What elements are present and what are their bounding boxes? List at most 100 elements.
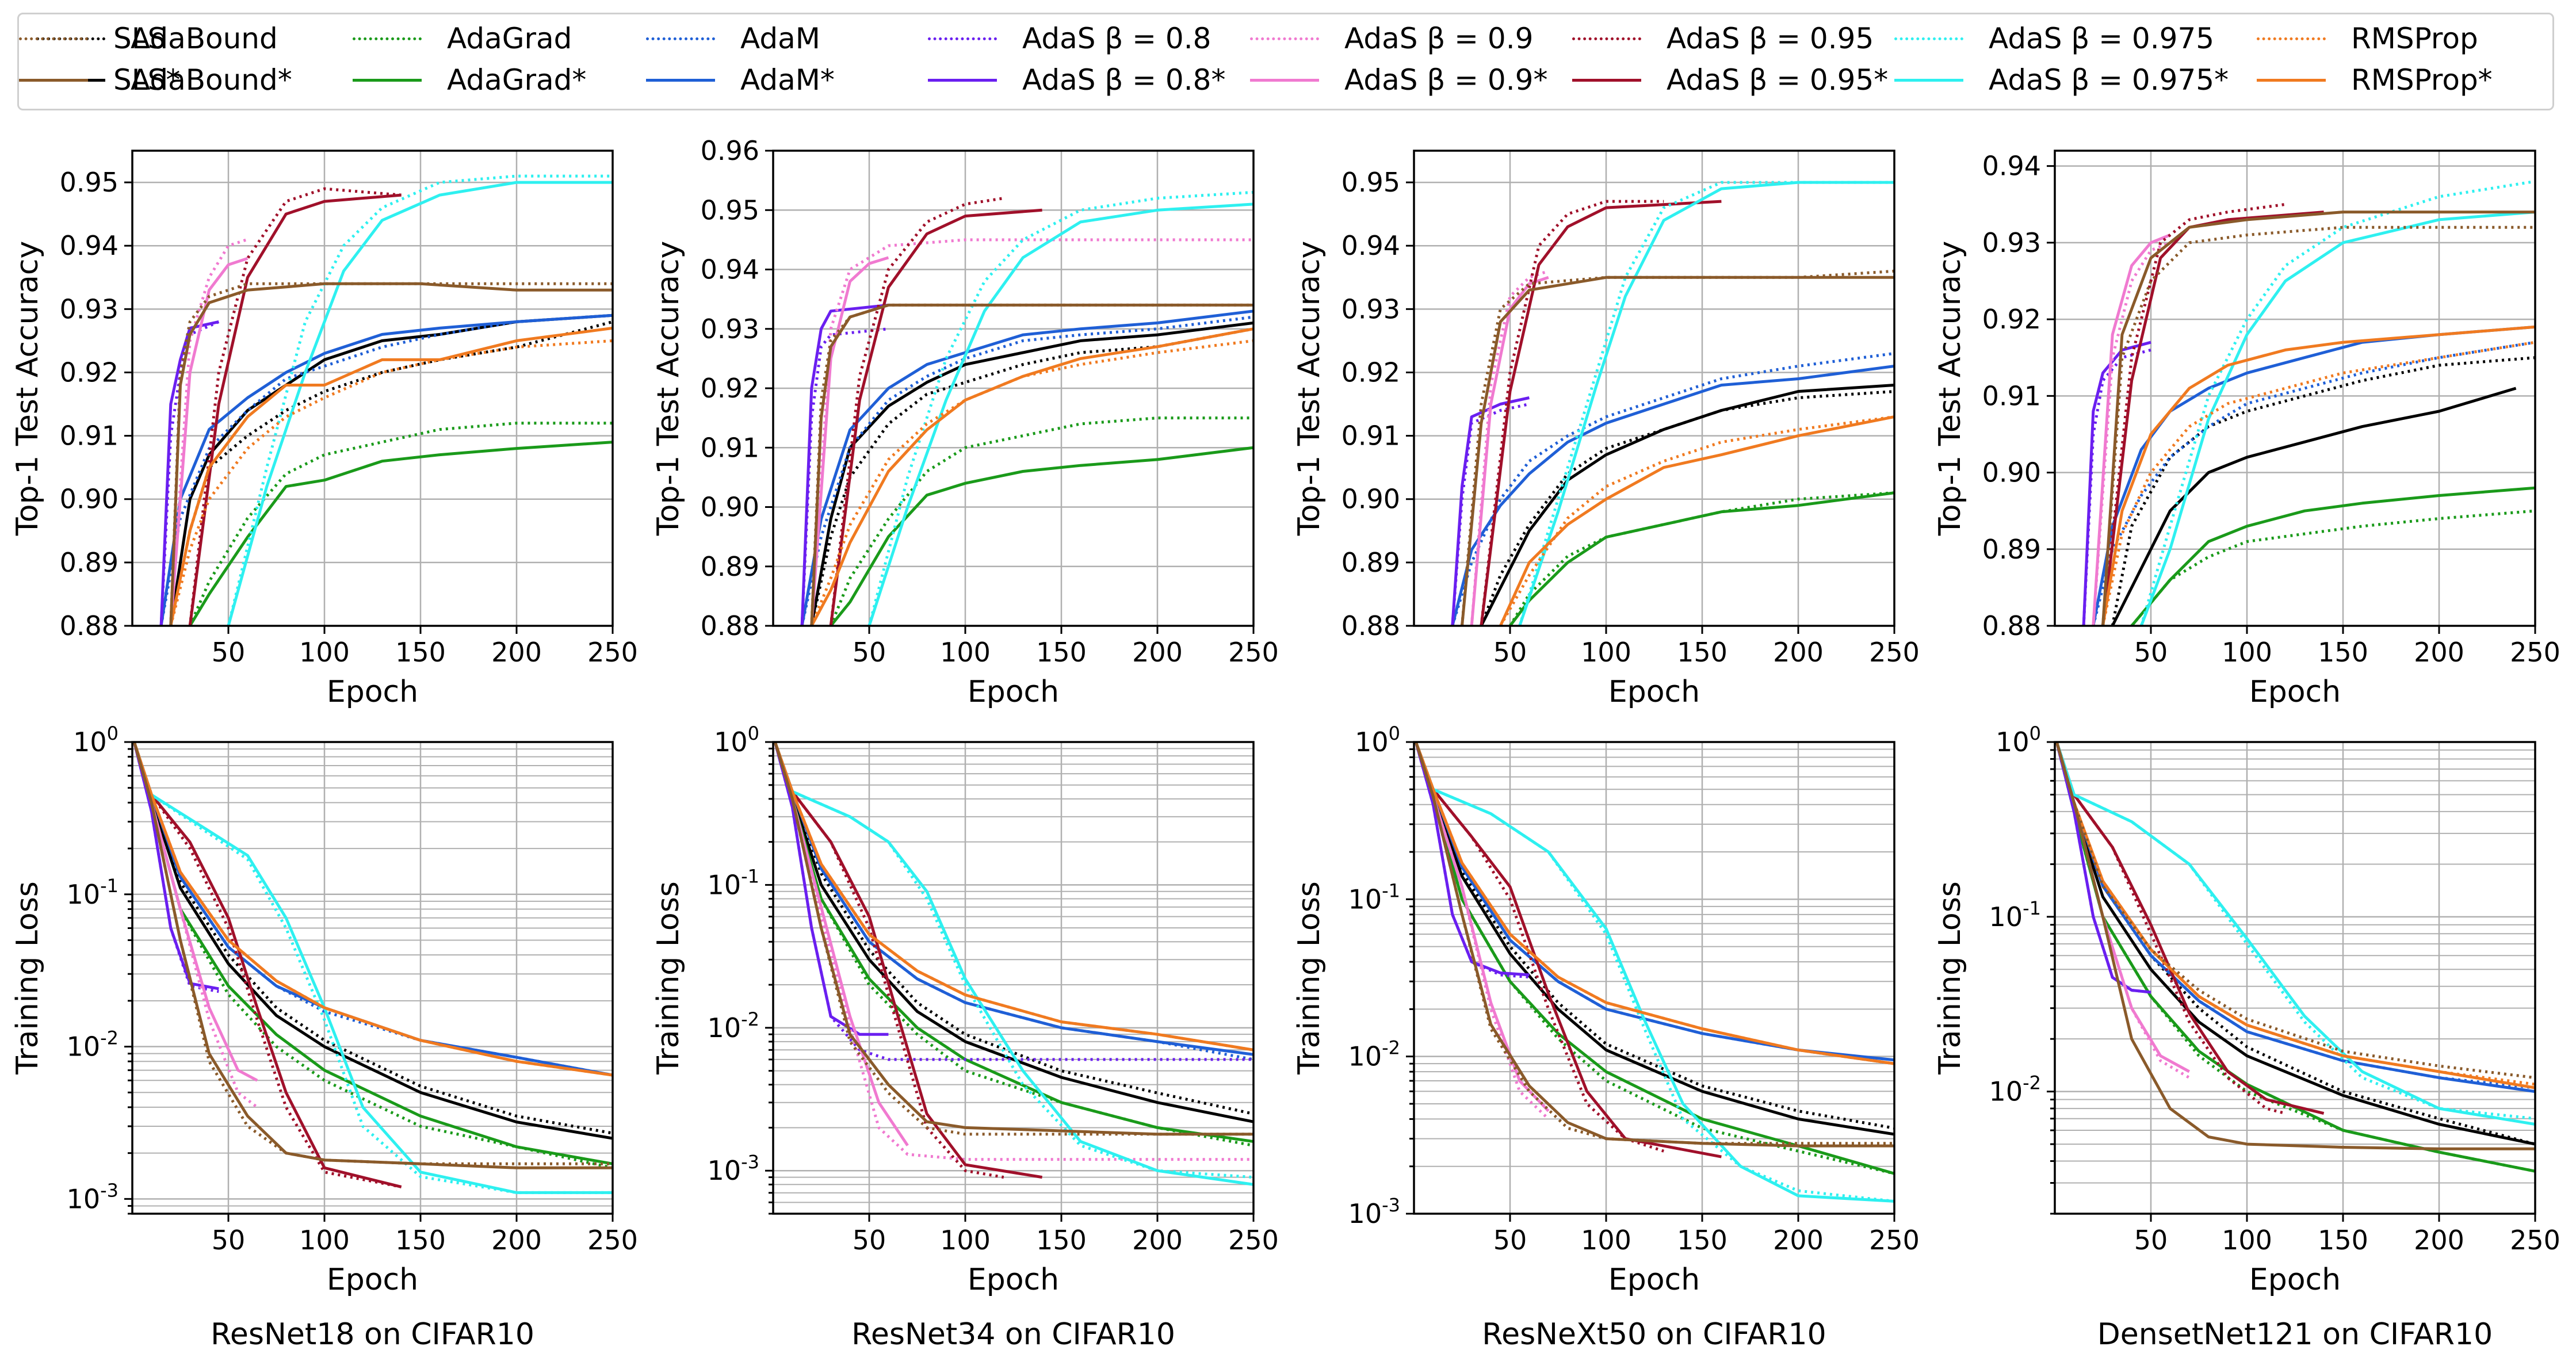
series-line	[188, 422, 613, 626]
x-tick-label: 50	[2134, 637, 2168, 668]
legend-label: SLS	[113, 22, 166, 55]
x-axis-label: Epoch	[327, 1263, 418, 1297]
series-line	[810, 339, 1253, 626]
legend-label: RMSProp	[2351, 22, 2478, 55]
y-tick-label: 0.92	[701, 373, 759, 404]
y-tick-label: 0.89	[701, 551, 759, 582]
y-tick-label: 0.93	[60, 293, 119, 324]
legend-label: AdaBound	[131, 22, 278, 55]
legend-label: AdaS β = 0.975*	[1989, 63, 2229, 97]
y-axis-label: Top-1 Test Accuracy	[651, 241, 686, 536]
y-tick-label: 0.88	[701, 610, 759, 641]
y-tick-label: 0.93	[701, 313, 759, 345]
series-line	[773, 742, 1253, 1123]
series-line	[810, 321, 1253, 626]
y-tick-label: 0.88	[60, 610, 119, 641]
legend-swatch	[1572, 78, 1641, 82]
series-line	[1509, 491, 1894, 626]
series-line	[169, 326, 613, 626]
x-axis-label: Epoch	[1608, 1263, 1700, 1297]
series-line	[132, 742, 402, 1188]
series-line	[773, 742, 1253, 1115]
series-line	[2139, 211, 2535, 626]
series-line	[829, 208, 1042, 626]
plot-frame	[131, 741, 614, 1215]
y-tick-label: 0.95	[60, 167, 119, 198]
series-line	[169, 320, 613, 626]
series-line	[1480, 200, 1664, 626]
x-tick-label: 150	[2318, 1225, 2368, 1256]
y-tick-label: 10-3	[67, 1179, 119, 1214]
series-line	[810, 327, 1253, 626]
figure-subtitle: ResNeXt50 on CIFAR10	[1482, 1317, 1826, 1352]
x-axis-label: Epoch	[327, 675, 418, 709]
series-line	[773, 742, 1253, 1136]
legend-item: AdaS β = 0.975	[1894, 21, 2214, 56]
series-line	[2055, 742, 2535, 1089]
series-line	[2130, 509, 2535, 626]
series-line	[169, 257, 249, 626]
y-tick-label: 0.91	[1982, 380, 2041, 411]
y-axis-label: Top-1 Test Accuracy	[10, 241, 45, 536]
series-line	[1414, 742, 1894, 1148]
y-tick-label: 100	[1996, 722, 2041, 758]
series-line	[132, 742, 613, 1169]
x-tick-label: 50	[2134, 1225, 2168, 1256]
legend-label: AdaS β = 0.9	[1344, 22, 1534, 55]
x-tick-label: 200	[2414, 1225, 2464, 1256]
series-line	[2055, 742, 2190, 1073]
y-tick-label: 0.91	[60, 420, 119, 452]
series-line	[810, 303, 1253, 626]
x-tick-label: 250	[1228, 1225, 1279, 1256]
series-line	[2111, 356, 2535, 626]
plot-frame	[131, 150, 614, 627]
legend-label: AdaGrad*	[447, 63, 587, 97]
series-line	[810, 327, 1253, 626]
legend-swatch	[928, 37, 997, 40]
x-tick-label: 150	[2318, 637, 2368, 668]
series-line	[1461, 269, 1894, 626]
x-axis-label: Epoch	[2249, 675, 2341, 709]
x-tick-label: 200	[1132, 637, 1183, 668]
y-tick-label: 100	[714, 722, 759, 758]
x-tick-label: 150	[1036, 1225, 1087, 1256]
legend-swatch	[2257, 78, 2326, 82]
y-axis-label: Training Loss	[10, 881, 45, 1075]
legend-item: RMSProp*	[2257, 63, 2493, 97]
x-tick-label: 50	[212, 1225, 246, 1256]
series-line	[1414, 742, 1894, 1203]
series-line	[159, 313, 613, 626]
legend-swatch	[1572, 37, 1641, 40]
series-line	[169, 238, 249, 626]
x-tick-label: 100	[940, 637, 991, 668]
series-line	[132, 742, 613, 1169]
legend-item: AdaS β = 0.8	[928, 21, 1211, 56]
legend-label: AdaS β = 0.95*	[1667, 63, 1889, 97]
y-tick-label: 0.89	[60, 547, 119, 578]
legend-label: AdaS β = 0.95	[1667, 22, 1874, 55]
x-tick-label: 200	[491, 637, 542, 668]
y-tick-label: 0.90	[60, 484, 119, 515]
y-tick-label: 0.93	[1982, 227, 2041, 258]
series-line	[1414, 742, 1894, 1203]
x-tick-label: 100	[1581, 637, 1631, 668]
series-line	[1414, 742, 1894, 1175]
legend-item: AdaGrad*	[353, 63, 586, 97]
series-line	[1414, 742, 1894, 1175]
legend-label: AdaS β = 0.8*	[1022, 63, 1226, 97]
legend-item: AdaS β = 0.975*	[1894, 63, 2229, 97]
y-axis-label: Training Loss	[651, 881, 686, 1075]
y-tick-label: 0.88	[1982, 610, 2041, 641]
series-line	[169, 282, 613, 626]
legend-swatch	[19, 78, 88, 82]
series-line	[2055, 742, 2535, 1089]
chart-loss-2: 50 100 150 200 250 10-3 10-2 10-1 100 Epoch Traini…	[651, 722, 1279, 1297]
x-tick-label: 200	[1773, 637, 1824, 668]
x-axis-label: Epoch	[968, 675, 1059, 709]
series-line	[2055, 742, 2535, 1086]
series-line	[810, 303, 1253, 626]
legend-item: AdaS β = 0.8*	[928, 63, 1225, 97]
series-line	[773, 742, 1253, 1186]
y-tick-label: 10-2	[708, 1008, 759, 1043]
plot-frame	[1413, 741, 1895, 1215]
